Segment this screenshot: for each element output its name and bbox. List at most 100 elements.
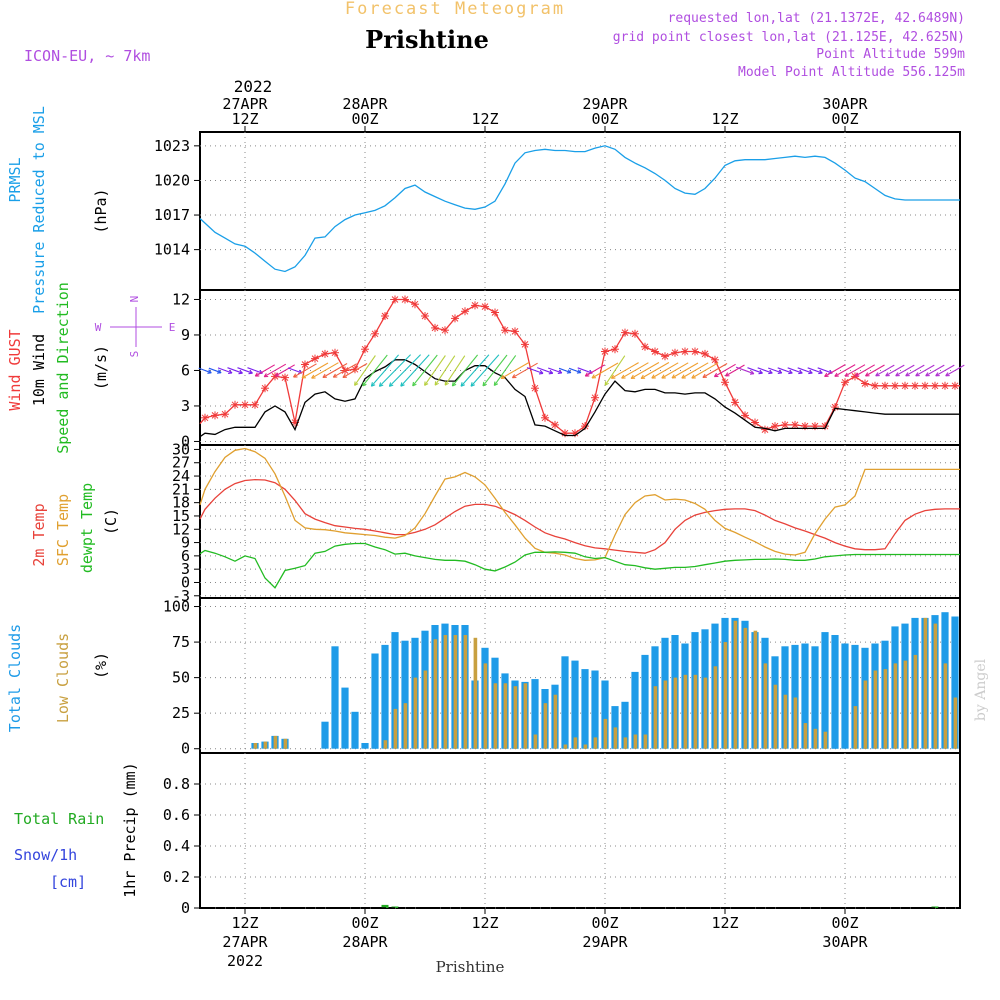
gust-marker bbox=[481, 302, 489, 311]
bar-low-clouds bbox=[793, 697, 798, 749]
wind-arrow bbox=[702, 363, 728, 378]
wind-arrow bbox=[333, 363, 357, 378]
series-line-gust bbox=[199, 298, 960, 434]
wind-arrow bbox=[875, 364, 895, 377]
gust-marker bbox=[461, 307, 469, 316]
bottom-tick-hour: 00Z bbox=[351, 914, 378, 932]
wind-arrow bbox=[777, 367, 793, 374]
top-tick-hour: 12Z bbox=[471, 110, 498, 128]
y-tick-label: 0 bbox=[181, 432, 190, 450]
wind-arrow bbox=[935, 364, 955, 377]
wind-arrow bbox=[217, 367, 233, 374]
gust-marker bbox=[931, 381, 939, 390]
wind-arrow bbox=[424, 355, 446, 386]
y-tick-label: 3 bbox=[181, 560, 190, 578]
bar-low-clouds bbox=[613, 727, 618, 749]
panels: 1014 1017 1020 1023 (hPa) PRMSL Pressure Reduc… bbox=[6, 106, 965, 917]
gust-marker bbox=[831, 403, 839, 412]
bar-low-clouds bbox=[523, 683, 528, 749]
bar-low-clouds bbox=[533, 734, 538, 749]
wind-arrow bbox=[855, 364, 875, 377]
y-tick-label: 1020 bbox=[154, 171, 190, 189]
y-tick-label: 0.4 bbox=[163, 837, 190, 855]
bar-total-clouds bbox=[801, 643, 809, 749]
y-tick-label: 1017 bbox=[154, 206, 190, 224]
y-tick-label: 12 bbox=[172, 290, 190, 308]
y-tick-label: 0.8 bbox=[163, 775, 190, 793]
compass-east: E bbox=[169, 321, 176, 334]
wind-arrow bbox=[512, 362, 538, 379]
wind-arrow bbox=[768, 367, 782, 374]
bar-low-clouds bbox=[563, 744, 568, 749]
gust-marker bbox=[751, 418, 759, 427]
bar-low-clouds bbox=[943, 663, 948, 749]
bar-total-clouds bbox=[361, 743, 369, 749]
wind-arrow-head bbox=[577, 369, 582, 373]
bar-low-clouds bbox=[443, 635, 448, 749]
panel-clouds: 0 25 50 75 100 (%) Total Clouds Low Clouds bbox=[6, 597, 961, 758]
gust-marker bbox=[861, 379, 869, 388]
gust-marker bbox=[921, 381, 929, 390]
top-year-label: 2022 bbox=[234, 77, 273, 96]
bar-low-clouds bbox=[433, 639, 438, 749]
footer-place: Prishtine bbox=[436, 958, 505, 976]
gust-marker bbox=[321, 349, 329, 358]
gust-marker bbox=[281, 373, 289, 382]
gridpoint-coords: grid point closest lon,lat (21.125E, 42.… bbox=[613, 30, 965, 45]
bar-low-clouds bbox=[953, 697, 958, 749]
gust-marker bbox=[211, 411, 219, 420]
gust-marker bbox=[491, 308, 499, 317]
bar-total-clouds bbox=[531, 679, 539, 749]
series-label: Wind GUST bbox=[6, 329, 24, 410]
panel-pressure: 1014 1017 1020 1023 (hPa) PRMSL Pressure Reduc… bbox=[6, 106, 961, 314]
wind-arrow-head bbox=[444, 382, 449, 386]
bar-low-clouds bbox=[253, 743, 258, 749]
gust-marker bbox=[251, 400, 259, 409]
wind-arrow bbox=[493, 355, 517, 386]
gust-marker bbox=[221, 410, 229, 419]
y-tick-label: 0 bbox=[181, 573, 190, 591]
wind-arrow bbox=[611, 362, 639, 379]
gust-marker bbox=[541, 413, 549, 422]
wind-arrow-head bbox=[759, 369, 763, 374]
wind-arrow bbox=[577, 367, 593, 374]
panel-frame bbox=[199, 289, 961, 446]
gust-marker bbox=[791, 420, 799, 429]
wind-arrow bbox=[208, 367, 222, 374]
bar-total-clouds bbox=[371, 653, 379, 749]
wind-arrow-head bbox=[819, 369, 823, 374]
y-tick-label: 9 bbox=[181, 534, 190, 552]
wind-arrow bbox=[558, 367, 572, 374]
wind-arrow bbox=[301, 362, 329, 379]
wind-arrow bbox=[370, 354, 400, 387]
wind-arrow-head bbox=[538, 372, 544, 375]
gust-marker bbox=[661, 352, 669, 361]
bar-low-clouds bbox=[933, 623, 938, 749]
gust-marker bbox=[431, 323, 439, 332]
wind-arrow bbox=[263, 363, 287, 378]
series-label: Pressure Reduced to MSL bbox=[30, 106, 48, 314]
series-line-pressure bbox=[199, 145, 960, 273]
bar-low-clouds bbox=[473, 637, 478, 749]
watermark: by Angel bbox=[973, 658, 989, 721]
panel-wind: 0 3 6 9 12 (m/s) Wind GUST 10m Wind Speed and Di… bbox=[6, 282, 965, 454]
series-label: Low Clouds bbox=[54, 633, 72, 723]
gust-marker bbox=[201, 413, 209, 422]
wind-arrow bbox=[681, 362, 709, 379]
wind-arrow-head bbox=[750, 370, 755, 375]
bar-total-clouds bbox=[331, 646, 339, 749]
series-label: Snow/1h bbox=[14, 846, 77, 864]
bar-low-clouds bbox=[653, 686, 658, 749]
bottom-tick-date: 27APR bbox=[222, 933, 268, 951]
top-tick-date: 27APR bbox=[222, 95, 268, 113]
y-axis-label: (C) bbox=[102, 508, 120, 535]
wind-arrow-head bbox=[400, 384, 405, 387]
gust-marker bbox=[671, 348, 679, 357]
wind-arrow bbox=[671, 362, 699, 379]
gust-marker bbox=[231, 400, 239, 409]
wind-arrow-head bbox=[482, 383, 487, 387]
gust-marker bbox=[951, 381, 959, 390]
bar-total-clouds bbox=[841, 643, 849, 749]
bar-low-clouds bbox=[553, 694, 558, 749]
